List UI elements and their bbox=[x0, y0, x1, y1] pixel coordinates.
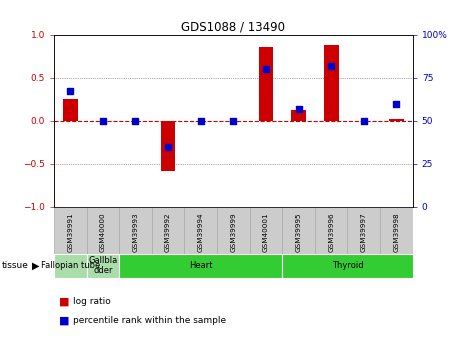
Text: GSM39999: GSM39999 bbox=[230, 213, 236, 252]
Text: GSM39996: GSM39996 bbox=[328, 213, 334, 252]
Bar bbox=[250, 207, 282, 254]
Text: percentile rank within the sample: percentile rank within the sample bbox=[73, 316, 226, 325]
Point bbox=[327, 63, 335, 68]
Bar bbox=[63, 99, 77, 121]
Point bbox=[393, 101, 400, 106]
Point bbox=[295, 106, 303, 111]
Text: GSM39995: GSM39995 bbox=[295, 213, 302, 252]
Bar bbox=[152, 207, 184, 254]
Bar bbox=[389, 119, 404, 121]
Bar bbox=[217, 207, 250, 254]
Bar bbox=[282, 254, 413, 278]
Text: GSM39998: GSM39998 bbox=[393, 213, 400, 252]
Text: GSM39991: GSM39991 bbox=[67, 213, 73, 252]
Bar bbox=[87, 254, 119, 278]
Bar bbox=[161, 121, 175, 171]
Bar bbox=[87, 207, 119, 254]
Text: ▶: ▶ bbox=[32, 261, 39, 270]
Point bbox=[360, 118, 368, 124]
Bar bbox=[54, 254, 87, 278]
Bar bbox=[119, 207, 152, 254]
Point bbox=[132, 118, 139, 124]
Point bbox=[197, 118, 204, 124]
Text: GSM39993: GSM39993 bbox=[132, 213, 138, 252]
Bar bbox=[184, 207, 217, 254]
Point bbox=[99, 118, 106, 124]
Text: GSM39997: GSM39997 bbox=[361, 213, 367, 252]
Point bbox=[67, 89, 74, 94]
Bar bbox=[291, 110, 306, 121]
Bar bbox=[315, 207, 348, 254]
Point bbox=[164, 144, 172, 149]
Text: Fallopian tube: Fallopian tube bbox=[41, 261, 100, 270]
Text: Gallbla
dder: Gallbla dder bbox=[88, 256, 118, 275]
Title: GDS1088 / 13490: GDS1088 / 13490 bbox=[182, 20, 285, 33]
Bar bbox=[380, 207, 413, 254]
Point bbox=[229, 118, 237, 124]
Bar bbox=[258, 47, 273, 121]
Text: GSM40000: GSM40000 bbox=[100, 213, 106, 252]
Text: tissue: tissue bbox=[1, 261, 28, 270]
Bar bbox=[119, 254, 282, 278]
Bar bbox=[54, 207, 87, 254]
Text: GSM40001: GSM40001 bbox=[263, 213, 269, 252]
Bar bbox=[282, 207, 315, 254]
Bar bbox=[348, 207, 380, 254]
Point bbox=[262, 66, 270, 72]
Text: log ratio: log ratio bbox=[73, 297, 110, 306]
Text: Thyroid: Thyroid bbox=[332, 261, 363, 270]
Text: Heart: Heart bbox=[189, 261, 212, 270]
Bar bbox=[324, 45, 339, 121]
Text: ■: ■ bbox=[59, 297, 69, 307]
Text: GSM39994: GSM39994 bbox=[198, 213, 204, 252]
Text: ■: ■ bbox=[59, 316, 69, 326]
Text: GSM39992: GSM39992 bbox=[165, 213, 171, 252]
